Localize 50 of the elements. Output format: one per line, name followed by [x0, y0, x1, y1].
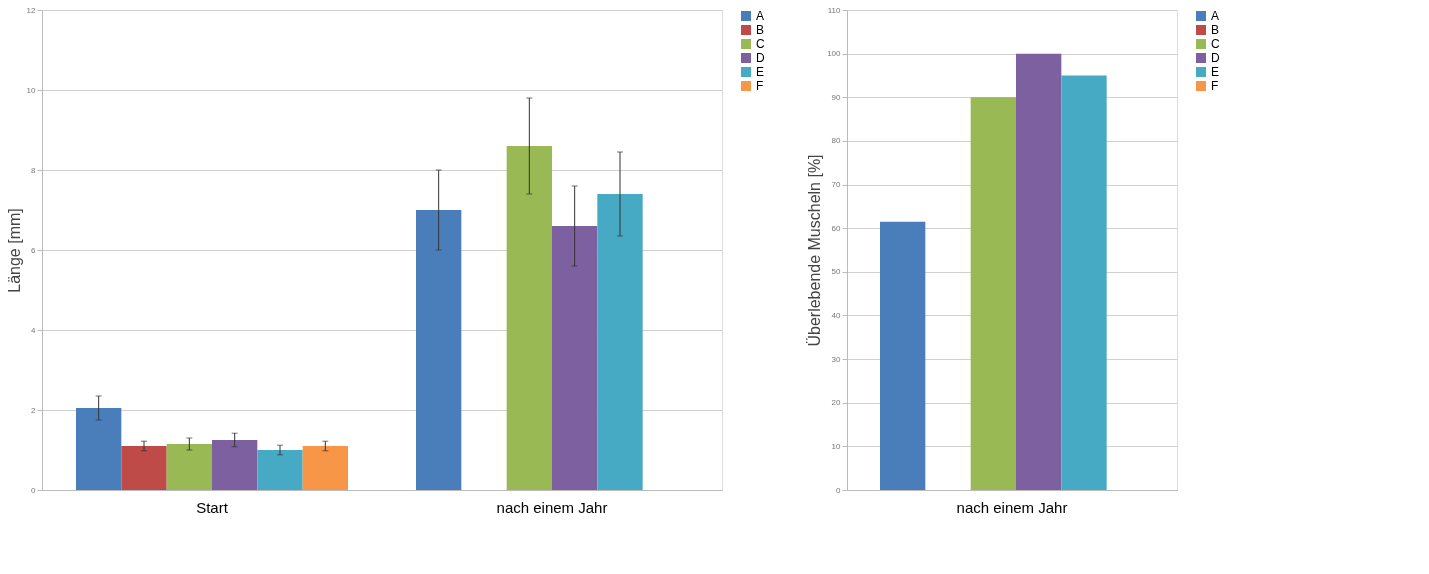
bar — [76, 408, 122, 490]
bar — [506, 146, 552, 490]
legend-label: D — [1211, 51, 1220, 65]
legend-label: C — [756, 37, 765, 51]
bar — [970, 97, 1016, 490]
bar — [121, 446, 167, 490]
bar — [597, 194, 643, 490]
y-tick-label: 10 — [26, 85, 37, 95]
y-tick-label: 4 — [31, 325, 37, 335]
y-axis-title: Länge [mm] — [5, 208, 23, 293]
y-tick-label: 70 — [831, 180, 842, 190]
bar — [552, 226, 598, 490]
bar — [416, 210, 462, 490]
legend-label: F — [1211, 79, 1219, 93]
x-tick-label: nach einem Jahr — [496, 498, 608, 516]
x-tick-label: nach einem Jahr — [956, 498, 1068, 516]
y-tick-label: 6 — [31, 245, 37, 255]
y-tick-label: 90 — [831, 92, 842, 102]
legend-label: A — [1211, 9, 1220, 23]
y-tick-label: 10 — [831, 441, 842, 451]
y-tick-label: 40 — [831, 310, 842, 320]
legend-label: B — [1211, 23, 1220, 37]
y-tick-label: 50 — [831, 267, 842, 277]
legend-label: C — [1211, 37, 1220, 51]
y-tick-label: 100 — [827, 49, 842, 59]
y-tick-label: 0 — [836, 485, 842, 495]
legend-label: D — [756, 51, 765, 65]
y-axis-title: Überlebende Muscheln [%] — [806, 154, 824, 347]
y-tick-label: 12 — [26, 5, 37, 15]
bar — [212, 440, 258, 490]
bar — [880, 221, 926, 490]
bar — [166, 444, 212, 490]
legend-label: A — [756, 9, 765, 23]
bar — [1016, 53, 1062, 490]
bar — [1061, 75, 1107, 490]
y-tick-label: 20 — [831, 398, 842, 408]
y-tick-label: 2 — [31, 405, 37, 415]
legend-label: E — [756, 65, 765, 79]
legend-label: E — [1211, 65, 1220, 79]
y-tick-label: 0 — [31, 485, 37, 495]
bar — [257, 450, 303, 490]
y-tick-label: 30 — [831, 354, 842, 364]
bar — [302, 446, 348, 490]
y-tick-label: 60 — [831, 223, 842, 233]
x-tick-label: Start — [196, 498, 229, 516]
legend-label: F — [756, 79, 764, 93]
y-tick-label: 110 — [827, 5, 842, 15]
legend-label: B — [756, 23, 765, 37]
y-tick-label: 80 — [831, 136, 842, 146]
y-tick-label: 8 — [31, 165, 37, 175]
